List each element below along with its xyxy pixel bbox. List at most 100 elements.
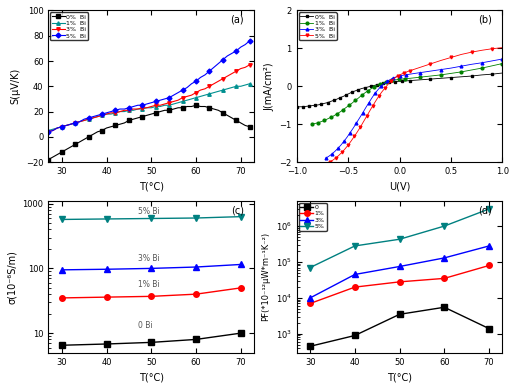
1%  Bi xyxy=(112,110,119,115)
1% xyxy=(352,285,358,289)
3%  Bi xyxy=(180,95,186,100)
3%  Bi xyxy=(229,71,235,76)
3% xyxy=(352,272,358,277)
1%  Bi xyxy=(198,94,204,99)
1%  Bi xyxy=(383,79,389,84)
5%  Bi xyxy=(157,98,163,103)
3%  Bi xyxy=(396,74,402,78)
5%  Bi xyxy=(238,45,244,49)
5%  Bi xyxy=(99,112,105,116)
5%  Bi xyxy=(391,76,397,81)
3%  Bi xyxy=(479,60,485,65)
5%  Bi xyxy=(499,45,506,50)
0%  Bi xyxy=(202,104,208,109)
5%  Bi xyxy=(86,116,92,120)
3%  Bi xyxy=(148,104,154,109)
1%  Bi xyxy=(211,90,217,95)
3%  Bi xyxy=(332,149,338,154)
Line: 5%  Bi: 5% Bi xyxy=(46,39,251,133)
0%  Bi xyxy=(383,81,389,85)
3%  Bi xyxy=(363,105,369,110)
1%  Bi xyxy=(45,128,52,133)
0%  Bi xyxy=(233,118,239,123)
Text: (a): (a) xyxy=(230,15,244,25)
1%  Bi xyxy=(130,108,136,113)
3%  Bi xyxy=(81,118,87,123)
0%  Bi xyxy=(438,76,444,81)
0 xyxy=(441,305,447,310)
0%  Bi xyxy=(247,124,253,129)
3%  Bi xyxy=(338,143,344,147)
5%  Bi xyxy=(184,85,190,90)
1%  Bi xyxy=(139,107,146,111)
0%  Bi xyxy=(68,145,74,149)
1%  Bi xyxy=(331,114,337,118)
3%  Bi xyxy=(393,74,399,79)
0%  Bi xyxy=(389,80,395,84)
0%  Bi xyxy=(469,74,475,78)
5%  Bi xyxy=(330,158,336,163)
Line: 0%  Bi: 0% Bi xyxy=(46,103,251,161)
0%  Bi xyxy=(193,103,199,108)
1%  Bi xyxy=(76,119,83,124)
1%  Bi xyxy=(108,112,114,116)
5%  Bi xyxy=(117,107,123,111)
1%  Bi xyxy=(247,81,253,86)
0 xyxy=(396,312,402,317)
0%  Bi xyxy=(112,123,119,128)
0%  Bi xyxy=(211,107,217,111)
X-axis label: U(V): U(V) xyxy=(389,182,410,191)
5%  Bi xyxy=(139,103,146,108)
3%  Bi xyxy=(402,73,409,77)
1%  Bi xyxy=(99,113,105,118)
5%  Bi xyxy=(242,42,248,47)
3%  Bi xyxy=(366,101,372,105)
5%  Bi xyxy=(333,156,339,160)
0%  Bi xyxy=(328,99,334,104)
3%  Bi xyxy=(166,100,172,105)
5%  Bi xyxy=(76,119,83,124)
5%  Bi xyxy=(469,50,475,54)
Text: (c): (c) xyxy=(231,205,244,216)
0%  Bi xyxy=(294,105,300,109)
5%  Bi xyxy=(206,69,213,74)
3%  Bi xyxy=(112,110,119,115)
1%  Bi xyxy=(157,104,163,109)
0%  Bi xyxy=(312,103,318,108)
5%  Bi xyxy=(404,70,410,74)
0%  Bi xyxy=(300,104,306,109)
5%  Bi xyxy=(247,39,253,43)
0%  Bi xyxy=(356,88,362,92)
3%  Bi xyxy=(242,65,248,70)
3%  Bi xyxy=(233,69,239,74)
Line: 1%  Bi: 1% Bi xyxy=(46,82,251,132)
1%  Bi xyxy=(362,91,368,95)
3%  Bi xyxy=(357,116,363,121)
5% xyxy=(441,224,447,228)
5%  Bi xyxy=(327,160,333,165)
0%  Bi xyxy=(398,79,405,84)
0%  Bi xyxy=(157,109,163,114)
0%  Bi xyxy=(94,130,101,134)
5%  Bi xyxy=(348,138,354,143)
0%  Bi xyxy=(306,103,312,108)
3%  Bi xyxy=(347,130,353,135)
3%  Bi xyxy=(198,88,204,93)
1%  Bi xyxy=(162,103,168,108)
5%  Bi xyxy=(215,61,221,66)
1%  Bi xyxy=(312,121,318,126)
1%  Bi xyxy=(340,107,346,112)
1%  Bi xyxy=(242,83,248,88)
0%  Bi xyxy=(108,124,114,129)
1%  Bi xyxy=(346,103,352,108)
3%  Bi xyxy=(90,116,96,120)
1%  Bi xyxy=(206,91,213,96)
1% xyxy=(307,301,313,306)
0%  Bi xyxy=(130,117,136,121)
5%  Bi xyxy=(193,79,199,84)
1%  Bi xyxy=(374,83,380,88)
3%  Bi xyxy=(59,124,65,129)
0 xyxy=(352,333,358,338)
0%  Bi xyxy=(349,89,356,94)
3%  Bi xyxy=(469,62,475,67)
